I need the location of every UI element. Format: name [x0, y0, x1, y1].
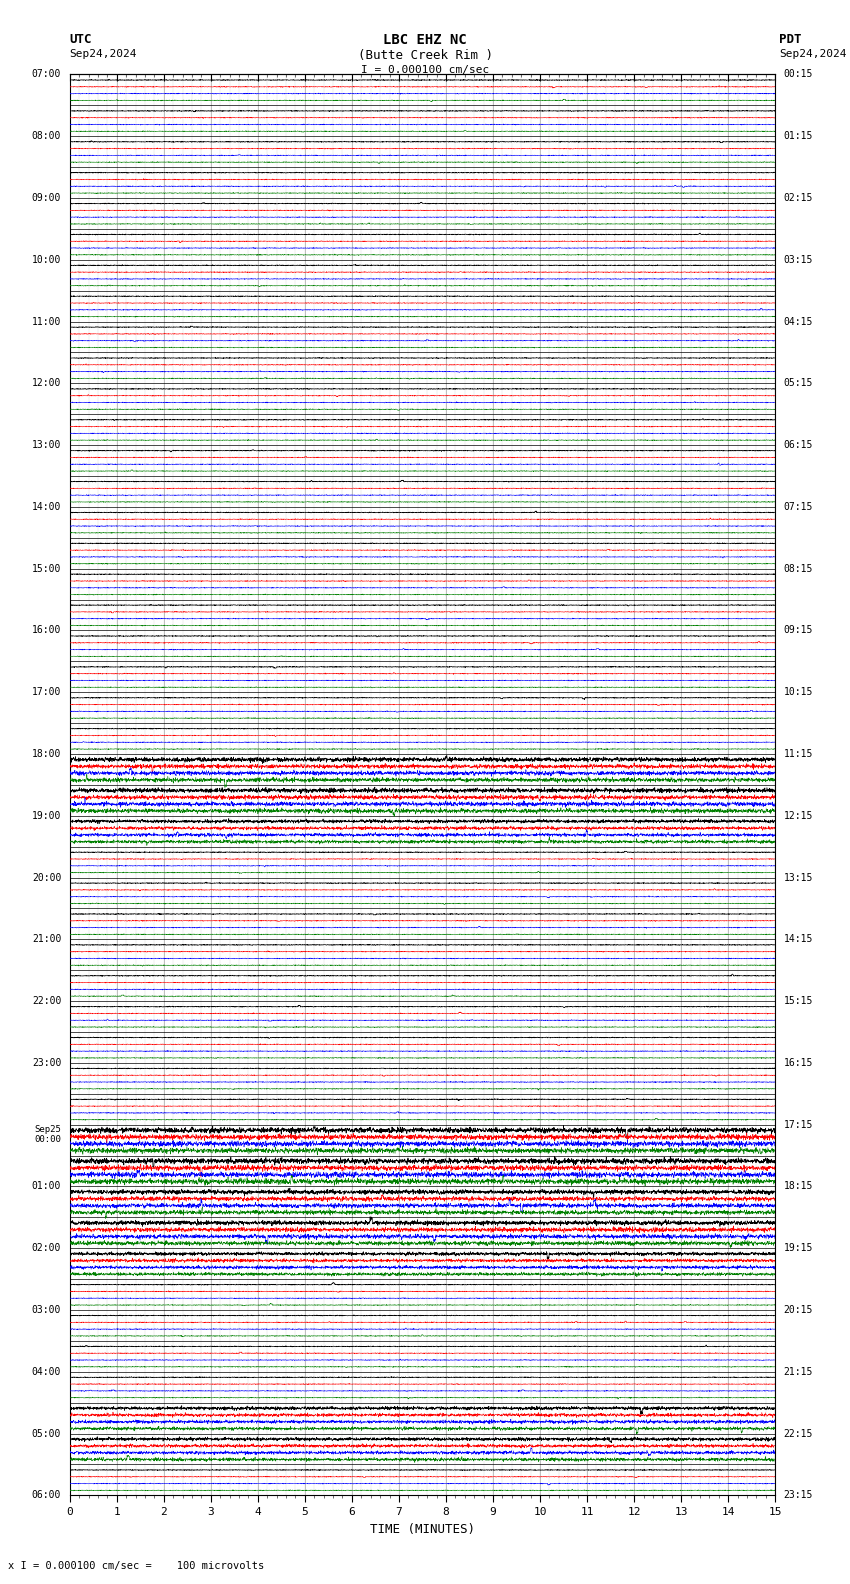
Text: 02:00: 02:00: [31, 1243, 61, 1253]
Text: x I = 0.000100 cm/sec =    100 microvolts: x I = 0.000100 cm/sec = 100 microvolts: [8, 1562, 264, 1571]
Text: 11:15: 11:15: [784, 749, 813, 759]
Text: 05:00: 05:00: [31, 1429, 61, 1438]
Text: 16:00: 16:00: [31, 626, 61, 635]
Text: 07:00: 07:00: [31, 70, 61, 79]
Text: 02:15: 02:15: [784, 193, 813, 203]
X-axis label: TIME (MINUTES): TIME (MINUTES): [370, 1522, 475, 1535]
Text: 14:00: 14:00: [31, 502, 61, 512]
Text: 21:15: 21:15: [784, 1367, 813, 1376]
Text: 12:15: 12:15: [784, 811, 813, 821]
Text: 16:15: 16:15: [784, 1058, 813, 1068]
Text: 00:00: 00:00: [34, 1136, 61, 1145]
Text: 12:00: 12:00: [31, 379, 61, 388]
Text: 03:15: 03:15: [784, 255, 813, 265]
Text: 13:00: 13:00: [31, 440, 61, 450]
Text: UTC: UTC: [70, 33, 92, 46]
Text: 15:15: 15:15: [784, 996, 813, 1006]
Text: 07:15: 07:15: [784, 502, 813, 512]
Text: 08:00: 08:00: [31, 131, 61, 141]
Text: 06:00: 06:00: [31, 1491, 61, 1500]
Text: 09:15: 09:15: [784, 626, 813, 635]
Text: 22:00: 22:00: [31, 996, 61, 1006]
Text: Sep24,2024: Sep24,2024: [70, 49, 137, 59]
Text: 23:15: 23:15: [784, 1491, 813, 1500]
Text: 19:00: 19:00: [31, 811, 61, 821]
Text: 05:15: 05:15: [784, 379, 813, 388]
Text: 17:00: 17:00: [31, 687, 61, 697]
Text: 01:15: 01:15: [784, 131, 813, 141]
Text: 22:15: 22:15: [784, 1429, 813, 1438]
Text: Sep25: Sep25: [34, 1125, 61, 1134]
Text: 04:15: 04:15: [784, 317, 813, 326]
Text: 01:00: 01:00: [31, 1182, 61, 1191]
Text: PDT: PDT: [779, 33, 802, 46]
Text: 11:00: 11:00: [31, 317, 61, 326]
Text: 10:00: 10:00: [31, 255, 61, 265]
Text: 00:15: 00:15: [784, 70, 813, 79]
Text: 17:15: 17:15: [784, 1120, 813, 1129]
Text: 06:15: 06:15: [784, 440, 813, 450]
Text: (Butte Creek Rim ): (Butte Creek Rim ): [358, 49, 492, 62]
Text: 13:15: 13:15: [784, 873, 813, 882]
Text: 23:00: 23:00: [31, 1058, 61, 1068]
Text: 09:00: 09:00: [31, 193, 61, 203]
Text: 18:15: 18:15: [784, 1182, 813, 1191]
Text: 14:15: 14:15: [784, 935, 813, 944]
Text: 19:15: 19:15: [784, 1243, 813, 1253]
Text: Sep24,2024: Sep24,2024: [779, 49, 847, 59]
Text: 08:15: 08:15: [784, 564, 813, 573]
Text: 18:00: 18:00: [31, 749, 61, 759]
Text: 03:00: 03:00: [31, 1305, 61, 1315]
Text: 20:15: 20:15: [784, 1305, 813, 1315]
Text: LBC EHZ NC: LBC EHZ NC: [383, 33, 467, 48]
Text: I = 0.000100 cm/sec: I = 0.000100 cm/sec: [361, 65, 489, 74]
Text: 20:00: 20:00: [31, 873, 61, 882]
Text: 15:00: 15:00: [31, 564, 61, 573]
Text: 21:00: 21:00: [31, 935, 61, 944]
Text: 10:15: 10:15: [784, 687, 813, 697]
Text: 04:00: 04:00: [31, 1367, 61, 1376]
